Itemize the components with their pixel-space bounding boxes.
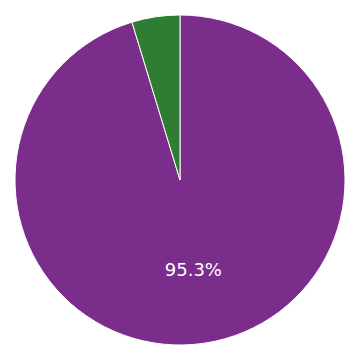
data-labels: 95.3% <box>165 259 222 280</box>
slices <box>15 15 345 345</box>
slice <box>15 15 345 345</box>
data-label: 95.3% <box>165 259 222 280</box>
slice <box>132 15 180 180</box>
chart: 95.3% <box>0 0 360 360</box>
